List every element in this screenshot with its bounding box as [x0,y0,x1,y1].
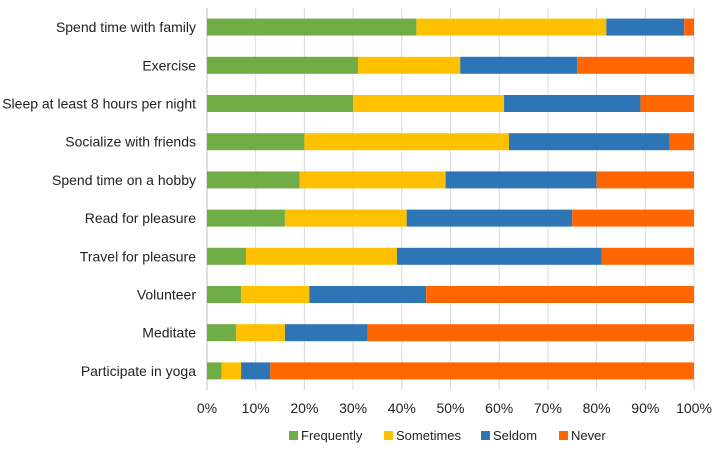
legend: Frequently Sometimes Seldom Never [289,428,606,443]
x-tick-label: 50% [436,400,464,416]
bar-segment-sometimes [416,18,607,36]
bar-segment-never [367,324,694,342]
legend-label: Seldom [493,428,537,443]
bar-segment-seldom [460,56,578,74]
bar-segment-sometimes [357,56,461,74]
bar-segment-frequently [207,95,354,112]
bar-segment-never [426,286,694,303]
bar-segment-seldom [504,95,641,112]
bar-segment-sometimes [353,95,505,112]
bar-segment-frequently [207,247,246,265]
x-tick-label: 40% [388,400,416,416]
x-tick-labels: 0% 10% 20% 30% 40% 50% 60% 70% 80% 90% 100% [197,400,712,416]
x-tick-label: 0% [197,400,217,416]
bar-segment-frequently [207,324,237,342]
bar-segment-sometimes [236,324,285,342]
category-label: Participate in yoga [81,363,196,379]
x-tick-label: 20% [290,400,318,416]
legend-label: Frequently [301,428,363,443]
legend-swatch-never [559,431,568,440]
bar-segment-frequently [207,286,242,303]
bar-segment-seldom [406,209,573,227]
bar-segment-seldom [284,324,368,342]
bar-segment-never [601,247,694,265]
bar-segment-seldom [445,171,597,189]
x-tick-label: 90% [631,400,659,416]
bar-segment-frequently [207,171,300,189]
bar-segment-never [640,95,694,112]
legend-swatch-sometimes [384,431,393,440]
bar-segment-frequently [207,56,358,74]
bar-segment-sometimes [299,171,446,189]
bar-segment-seldom [606,18,685,36]
category-label: Volunteer [137,287,196,303]
bar-segment-never [270,362,694,380]
bar-segment-never [669,133,694,151]
x-tick-label: 60% [485,400,513,416]
x-tick-label: 30% [339,400,367,416]
category-label: Sleep at least 8 hours per night [2,96,196,112]
x-tick-label: 70% [534,400,562,416]
x-tick-label: 100% [676,400,712,416]
bar-segment-sometimes [241,286,310,303]
category-label: Spend time with family [56,19,196,35]
bar-segment-seldom [396,247,602,265]
category-label: Travel for pleasure [80,248,196,264]
bar-segment-sometimes [304,133,509,151]
bar-segment-sometimes [245,247,397,265]
bar-segment-seldom [309,286,427,303]
bar-segment-frequently [207,362,222,380]
category-labels: Spend time with family Exercise Sleep at l… [2,19,196,379]
legend-label: Sometimes [396,428,462,443]
bar-segment-frequently [207,133,305,151]
category-label: Meditate [142,325,196,341]
legend-swatch-seldom [481,431,490,440]
category-label: Socialize with friends [65,134,196,150]
x-tick-label: 80% [583,400,611,416]
bar-segment-seldom [508,133,670,151]
category-label: Exercise [142,57,196,73]
bar-segment-never [577,56,694,74]
bar-segment-never [684,18,694,36]
bar-segment-frequently [207,18,417,36]
legend-label: Never [571,428,606,443]
legend-swatch-frequently [289,431,298,440]
category-label: Read for pleasure [85,210,197,226]
bar-segment-frequently [207,209,285,227]
category-label: Spend time on a hobby [52,172,196,188]
bar-segment-sometimes [284,209,407,227]
bars-layer [207,18,694,380]
bar-segment-never [572,209,694,227]
bar-segment-never [596,171,694,189]
x-tick-label: 10% [242,400,270,416]
bar-segment-sometimes [221,362,242,380]
bar-segment-seldom [241,362,271,380]
